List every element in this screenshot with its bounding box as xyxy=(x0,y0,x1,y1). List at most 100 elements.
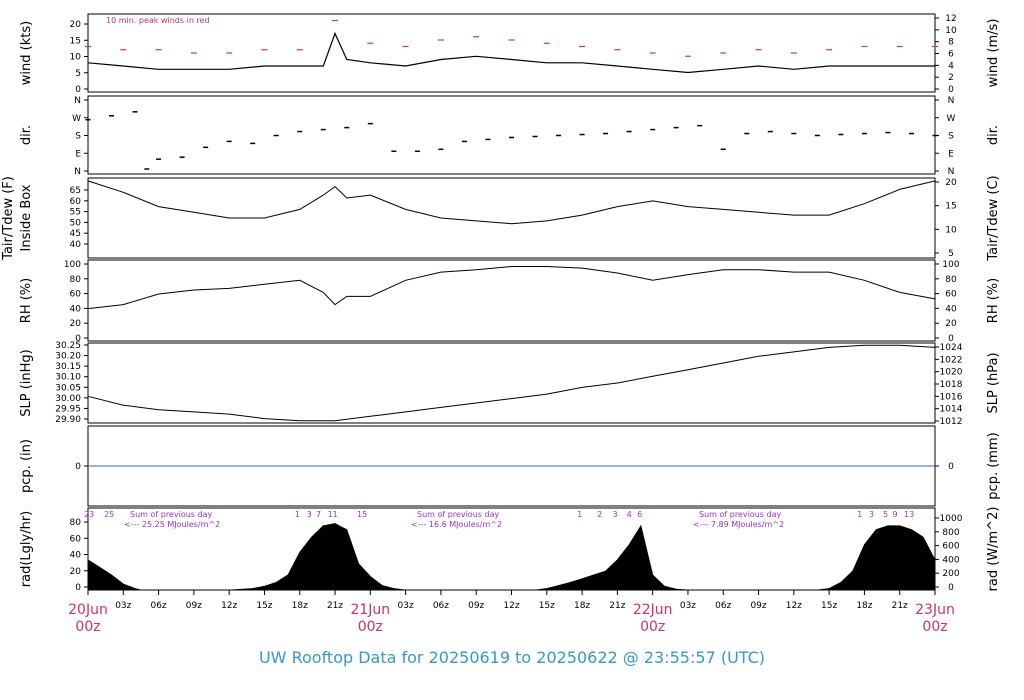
rh-tick-label-left: 40 xyxy=(70,304,82,314)
temp-tick-label-right: 20 xyxy=(945,178,957,188)
temp-tick-label-right: 10 xyxy=(945,225,957,235)
wind-tick-label-right: 2 xyxy=(948,73,954,83)
time-hour-label: 06z xyxy=(715,601,731,611)
rad-tick-label-left: 40 xyxy=(70,551,82,561)
slp-tick-label-right: 1024 xyxy=(940,343,963,353)
rad-tick-label-right: 0 xyxy=(948,583,954,593)
dir-tick-label-right: W xyxy=(947,114,956,124)
slp-tick-label-left: 30.20 xyxy=(55,352,81,362)
rad-cloud-mark: 3 xyxy=(869,510,874,519)
wind-panel xyxy=(87,13,936,93)
rad-cloud-mark: 7 xyxy=(316,510,321,519)
slp-tick-label-left: 29.90 xyxy=(55,415,81,425)
temp-tick-label-right: 5 xyxy=(948,249,954,259)
wind-tick-label-right: 6 xyxy=(948,50,954,60)
wind-tick-label-left: 0 xyxy=(75,85,81,95)
time-hour-label: 21z xyxy=(609,601,625,611)
time-hour-label: 03z xyxy=(398,601,414,611)
pcp-tick-label-right: 0 xyxy=(948,462,954,472)
rad-tick-label-right: 400 xyxy=(942,555,959,565)
dir-ylabel-right: dir. xyxy=(986,125,1001,145)
rh-tick-label-left: 60 xyxy=(70,290,82,300)
rad-cloud-mark: 3 xyxy=(612,510,617,519)
time-hour-label: 12z xyxy=(503,601,519,611)
slp-tick-label-left: 29.95 xyxy=(55,404,81,414)
rad-sum-value: <--- 25.25 MJoules/m^2 xyxy=(124,520,220,529)
time-day-hour-label: 00z xyxy=(640,619,665,635)
time-day-hour-label: 00z xyxy=(75,619,100,635)
time-hour-label: 03z xyxy=(680,601,696,611)
time-hour-label: 18z xyxy=(574,601,590,611)
time-hour-label: 09z xyxy=(750,601,766,611)
temp-tick-label-left: 60 xyxy=(70,197,82,207)
rh-ylabel-left: RH (%) xyxy=(19,278,34,323)
rad-cloud-mark: 13 xyxy=(904,510,914,519)
rh-line xyxy=(87,266,936,310)
wind-tick-label-right: 10 xyxy=(945,26,957,36)
slp-ylabel-left: SLP (inHg) xyxy=(19,349,34,417)
temp-line xyxy=(87,180,936,225)
rh-tick-label-right: 100 xyxy=(942,260,959,270)
slp-ylabel-right: SLP (hPa) xyxy=(986,352,1001,413)
wind-speed-line xyxy=(87,31,935,74)
slp-tick-label-left: 30.00 xyxy=(55,394,81,404)
time-hour-label: 06z xyxy=(433,601,449,611)
dir-tick-label-left: W xyxy=(72,114,81,124)
time-day-hour-label: 00z xyxy=(358,619,383,635)
rad-tick-label-right: 800 xyxy=(942,528,959,538)
rad-sum-note: Sum of previous day xyxy=(699,510,781,519)
dir-tick-label-right: N xyxy=(948,96,955,106)
temp-tick-label-left: 45 xyxy=(70,229,81,239)
rh-tick-label-right: 60 xyxy=(945,290,957,300)
rad-tick-label-right: 1000 xyxy=(940,514,963,524)
rad-cloud-mark: 15 xyxy=(357,510,367,519)
pcp-ylabel-right: pcp. (mm) xyxy=(986,432,1001,499)
slp-tick-label-right: 1012 xyxy=(940,417,963,427)
rad-ylabel-left: rad(Lgly/hr) xyxy=(19,511,34,587)
dir-tick-label-right: E xyxy=(948,149,954,159)
time-hour-label: 21z xyxy=(892,601,908,611)
time-axis: 03z 06z 09z 12z 15z 18z 21z 03z 06z 09z 12z 15z 18z 2… xyxy=(68,590,955,635)
slp-tick-label-right: 1014 xyxy=(940,405,963,415)
rad-cloud-mark: 23 xyxy=(84,510,94,519)
rad-cloud-mark: 25 xyxy=(104,510,114,519)
time-hour-label: 12z xyxy=(786,601,802,611)
rh-tick-label-right: 80 xyxy=(945,275,957,285)
rad-tick-label-left: 0 xyxy=(75,583,81,593)
rad-cloud-mark: 1 xyxy=(857,510,862,519)
temp-panel xyxy=(87,177,936,259)
wind-ylabel-right: wind (m/s) xyxy=(986,19,1001,88)
time-day-label: 22Jun xyxy=(633,602,673,618)
time-day-label: 20Jun xyxy=(68,602,108,618)
rad-tick-label-right: 600 xyxy=(942,542,959,552)
slp-tick-label-left: 30.25 xyxy=(55,341,81,351)
chart-title: UW Rooftop Data for 20250619 to 20250622… xyxy=(258,648,766,667)
rh-tick-label-left: 0 xyxy=(75,334,81,344)
rh-tick-label-right: 20 xyxy=(945,319,957,329)
rad-tick-label-right: 200 xyxy=(942,569,959,579)
wind-tick-label-right: 0 xyxy=(948,85,954,95)
wind-tick-label-left: 5 xyxy=(75,69,81,79)
wind-peak-note: 10 min. peak winds in red xyxy=(106,16,210,25)
slp-tick-label-right: 1022 xyxy=(940,355,963,365)
wind-tick-label-right: 12 xyxy=(945,14,956,24)
time-hour-label: 03z xyxy=(115,601,131,611)
temp-tick-label-left: 55 xyxy=(70,208,81,218)
dir-tick-label-left: N xyxy=(74,96,81,106)
rad-sum-value: <--- 16.6 MJoules/m^2 xyxy=(411,520,502,529)
dir-ylabel-left: dir. xyxy=(19,125,34,145)
rh-tick-label-left: 20 xyxy=(70,319,82,329)
temp-tick-label-right: 15 xyxy=(945,202,956,212)
temp-tick-label-left: 65 xyxy=(70,186,81,196)
rad-tick-label-left: 20 xyxy=(70,567,82,577)
dir-tick-label-left: E xyxy=(75,149,81,159)
rad-cloud-mark: 2 xyxy=(597,510,602,519)
rad-cloud-mark: 9 xyxy=(892,510,897,519)
time-hour-label: 18z xyxy=(292,601,308,611)
rad-sum-note: Sum of previous day xyxy=(417,510,499,519)
rh-tick-label-left: 80 xyxy=(70,275,82,285)
pcp-ylabel-left: pcp. (in) xyxy=(19,439,34,493)
wind-tick-label-left: 20 xyxy=(70,20,82,30)
rad-cloud-mark: 11 xyxy=(328,510,338,519)
